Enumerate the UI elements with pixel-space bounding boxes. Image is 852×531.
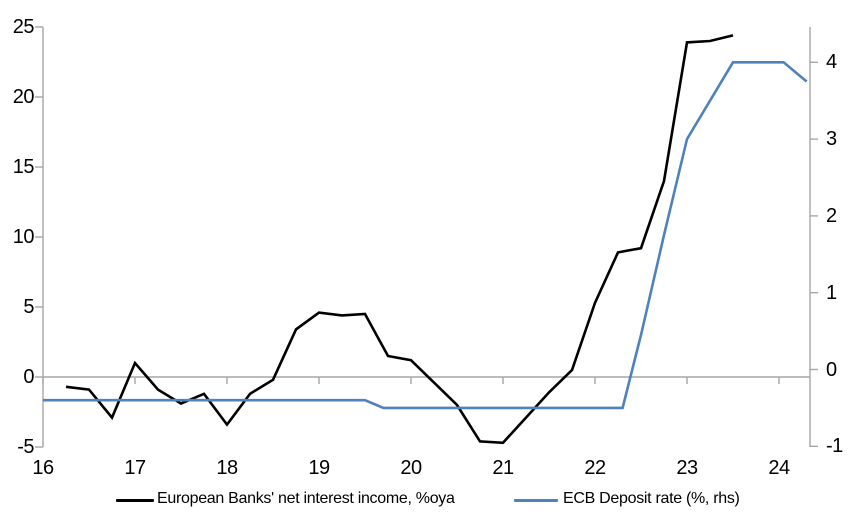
x-axis-tick-label: 21	[492, 457, 514, 479]
left-axis-tick-label: 20	[12, 86, 35, 108]
right-axis-tick-label: 4	[826, 51, 837, 74]
right-axis-tick-label: 0	[826, 358, 837, 381]
left-axis-tick-label: 0	[23, 366, 34, 388]
x-axis-tick-label: 23	[676, 457, 698, 479]
legend-item-nii: European Banks' net interest income, %oy…	[116, 488, 476, 512]
legend-label-deposit-rate: ECB Deposit rate (%, rhs)	[563, 490, 740, 507]
left-axis-tick-label: 15	[12, 156, 35, 178]
deposit-rate-line-sample	[514, 499, 558, 502]
legend-label-nii: European Banks' net interest income, %oy…	[157, 490, 455, 507]
left-axis-tick-label: -5	[17, 436, 34, 458]
right-axis-tick-label: 2	[826, 204, 837, 227]
right-axis-tick-label: 3	[826, 128, 837, 151]
x-axis-tick-label: 17	[124, 457, 146, 479]
x-axis-tick-label: 19	[308, 457, 330, 479]
right-axis-tick-label: 1	[826, 281, 837, 304]
x-axis-tick-label: 18	[216, 457, 238, 479]
x-axis-tick-label: 22	[584, 457, 606, 479]
right-axis-tick-label: -1	[826, 435, 843, 458]
left-axis-tick-label: 5	[23, 296, 34, 318]
left-axis-tick-label: 10	[12, 226, 35, 248]
deposit-rate-line	[43, 60, 808, 410]
legend-item-deposit-rate: ECB Deposit rate (%, rhs)	[514, 488, 754, 512]
nii-line	[65, 34, 734, 445]
x-axis-tick-label: 24	[768, 457, 790, 479]
x-axis-tick-label: 20	[400, 457, 422, 479]
nii-line-sample	[116, 499, 154, 502]
left-axis-tick-label: 25	[12, 16, 35, 38]
x-axis-tick-label: 16	[32, 457, 54, 479]
